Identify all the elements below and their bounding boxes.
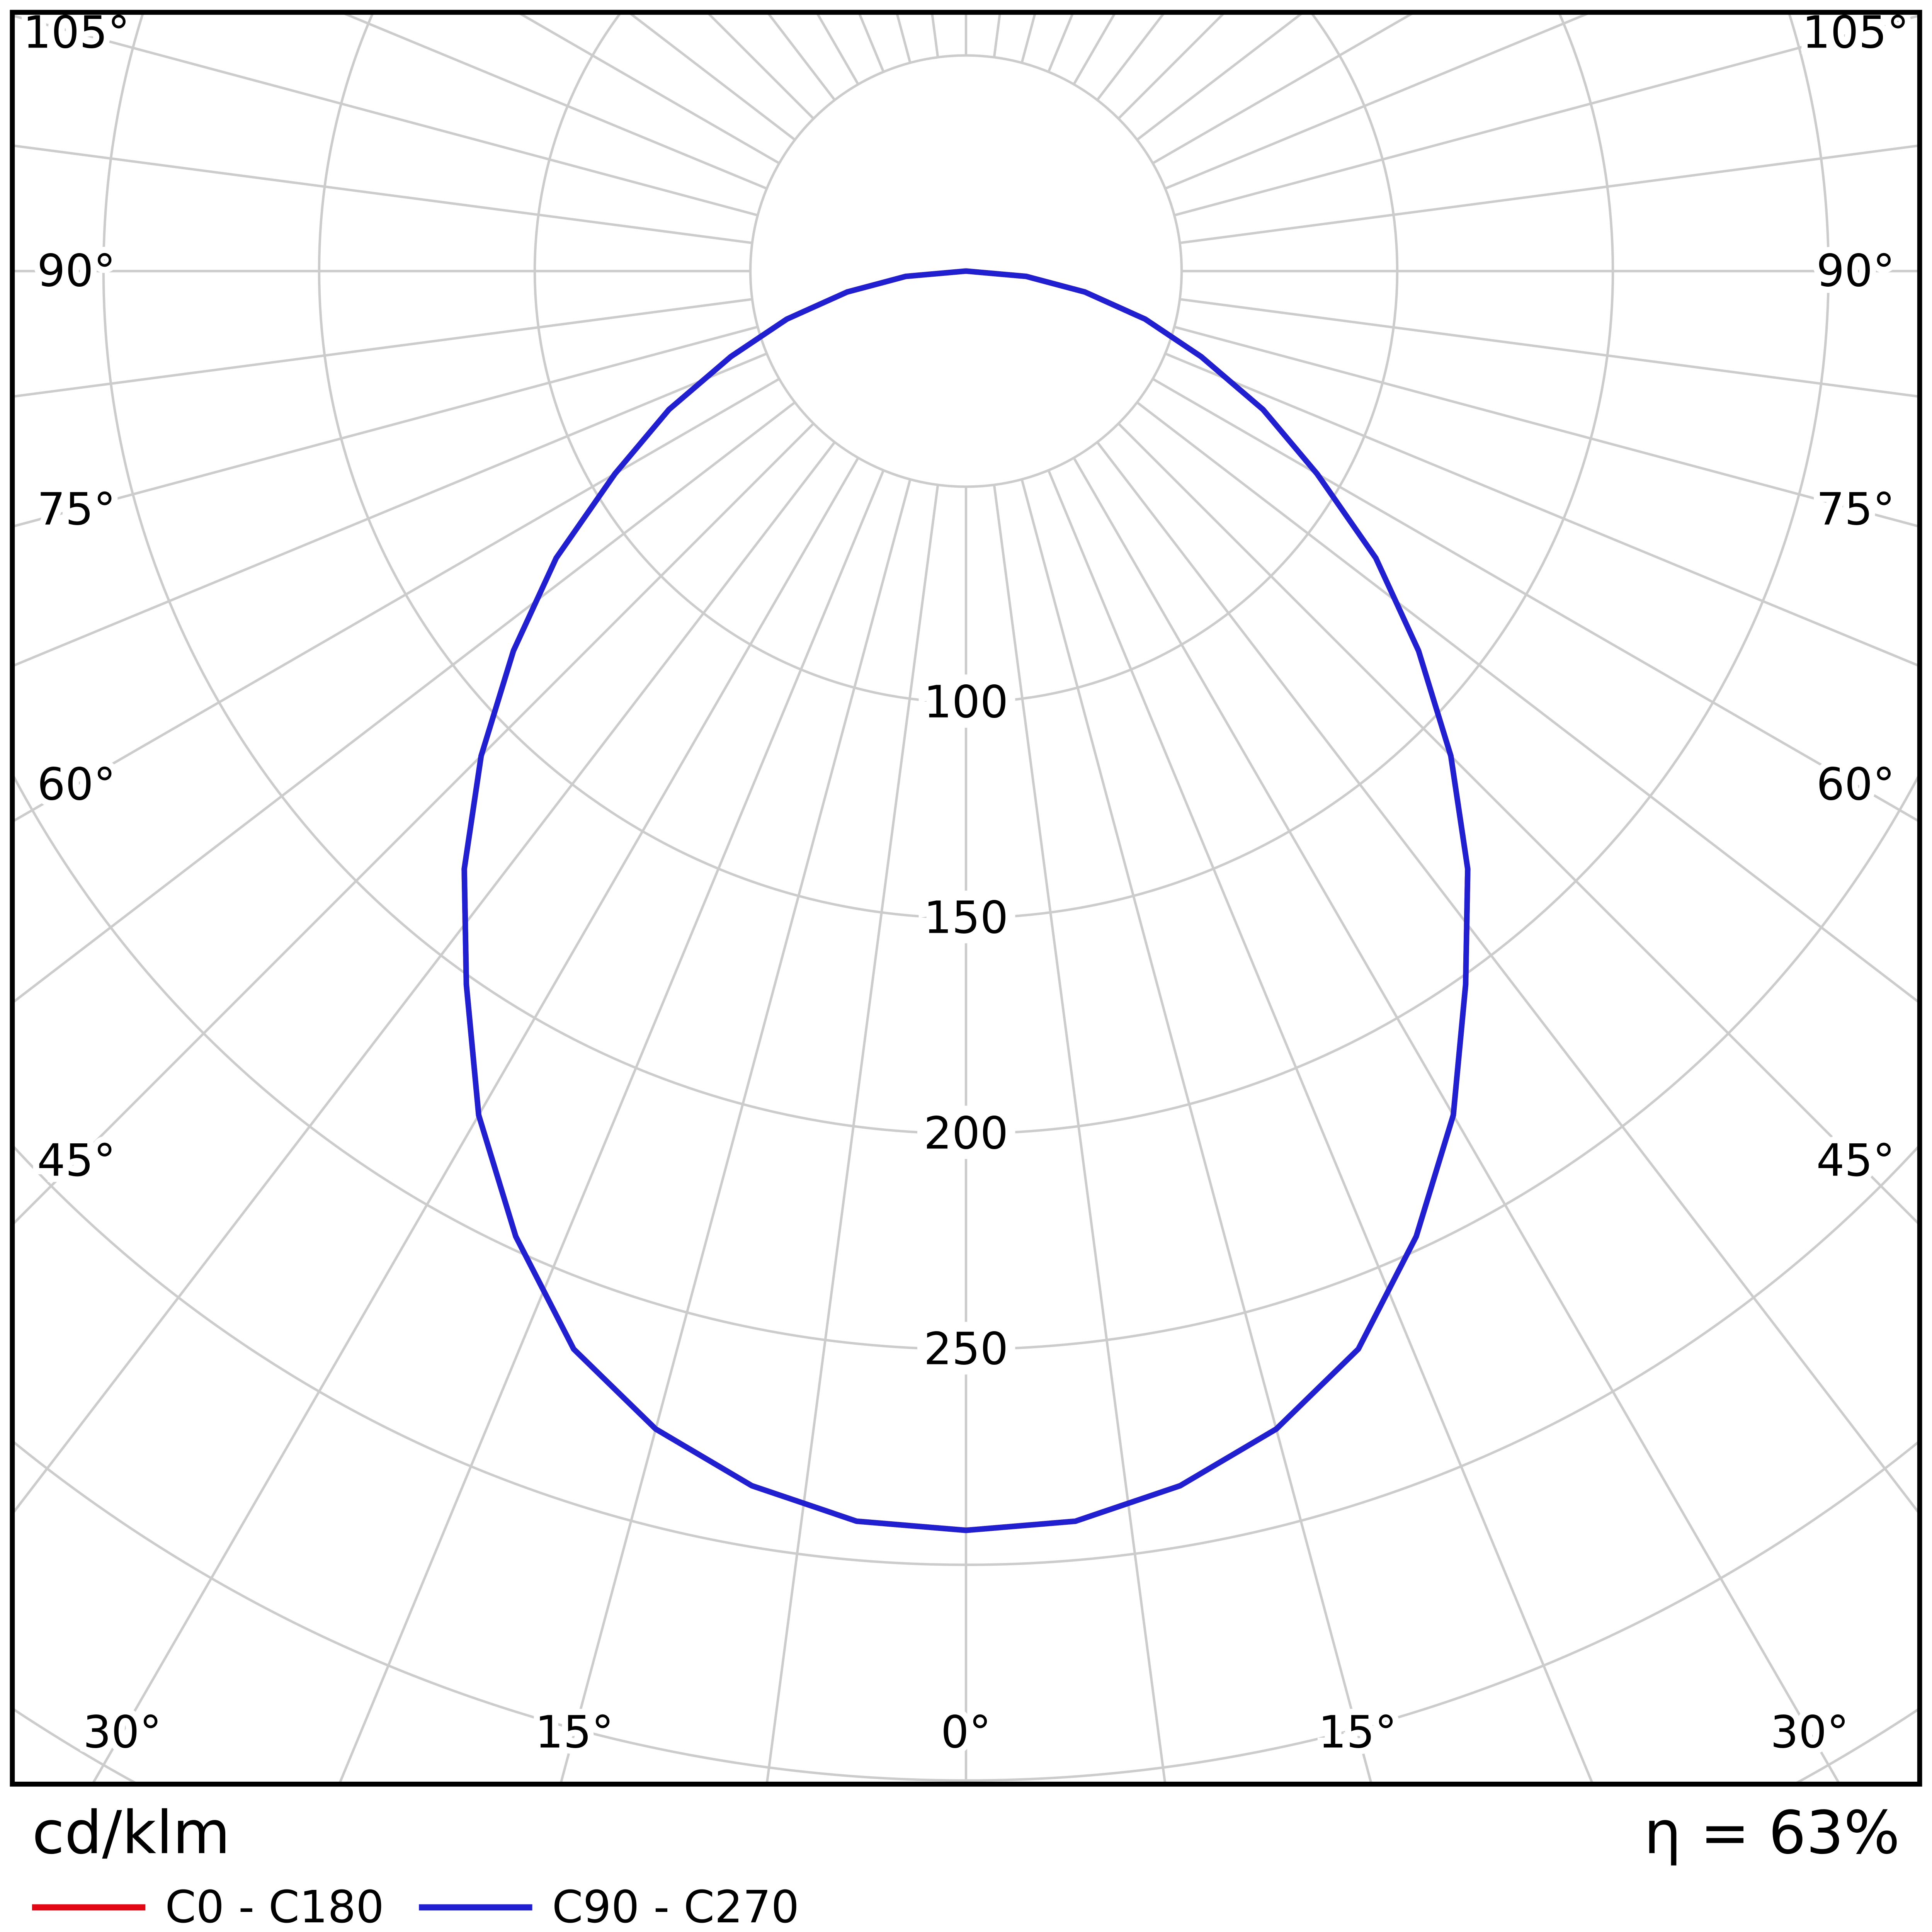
grid-spoke [1179,144,1920,244]
grid-spoke [1152,378,1920,823]
grid-spoke [12,441,836,1516]
grid-spoke [895,12,912,63]
grid-spoke [12,298,753,398]
grid-spoke [12,401,796,1005]
axis-labels: 0° 15° 15° 30° 30° 45° 45° 60° 60° 75° 75° 90° 90° 10… [17,1,1915,1765]
grid-spoke [1096,441,1920,1516]
grid-spoke [1020,12,1037,63]
angle-tick-label: 0° [941,1706,991,1758]
grid-spoke [993,485,1167,1784]
grid-spoke [1179,298,1920,398]
angle-tick-label: 45° [37,1135,116,1187]
angle-tick-label: 30° [1770,1706,1849,1758]
grid-spoke [930,12,939,58]
radial-tick-label: 250 [923,1323,1008,1375]
grid-spoke [12,325,758,528]
grid-spoke [338,469,885,1784]
plot-frame [10,10,1922,1787]
angle-tick-label: 45° [1816,1135,1895,1187]
radial-tick-label: 100 [923,677,1008,728]
efficiency-label: η = 63% [1644,1799,1900,1867]
grid-spoke [12,422,815,1227]
angle-tick-label: 15° [535,1706,614,1758]
grid-spoke [1136,401,1920,1005]
angle-tick-label: 75° [37,484,116,536]
angle-tick-label: 75° [1816,484,1895,536]
grid-spoke [1174,14,1920,217]
grid-spoke [12,378,780,823]
legend-label-c0-c180: C0 - C180 [165,1881,384,1932]
grid-spoke [1020,479,1373,1784]
grid-spoke [559,479,912,1784]
units-label: cd/klm [32,1799,230,1867]
grid-spoke [1047,469,1594,1784]
curve-c90-c270 [461,268,1471,1533]
grid-spoke [12,352,767,668]
grid-spoke [1174,325,1920,528]
grid-spoke [12,14,758,217]
grid-spoke [12,144,753,244]
grid-spoke [1165,352,1920,668]
angle-tick-label: 60° [1816,759,1895,811]
angle-tick-label: 15° [1318,1706,1397,1758]
angle-tick-label: 30° [83,1706,162,1758]
legend-label-c90-c270: C90 - C270 [552,1881,799,1932]
angle-tick-label: 60° [37,759,116,811]
grid-spoke [993,12,1002,58]
grid-spoke [765,485,939,1784]
grid-spoke [1117,422,1920,1227]
legend: C0 - C180 C90 - C270 [32,1881,799,1932]
angle-tick-label: 90° [37,245,116,297]
intensity-curves [461,268,1471,1533]
angle-tick-label: 90° [1816,245,1895,297]
grid-spoke [91,457,859,1784]
grid-spoke [1073,457,1841,1784]
radial-tick-label: 150 [923,892,1008,944]
radial-tick-label: 200 [923,1108,1008,1160]
